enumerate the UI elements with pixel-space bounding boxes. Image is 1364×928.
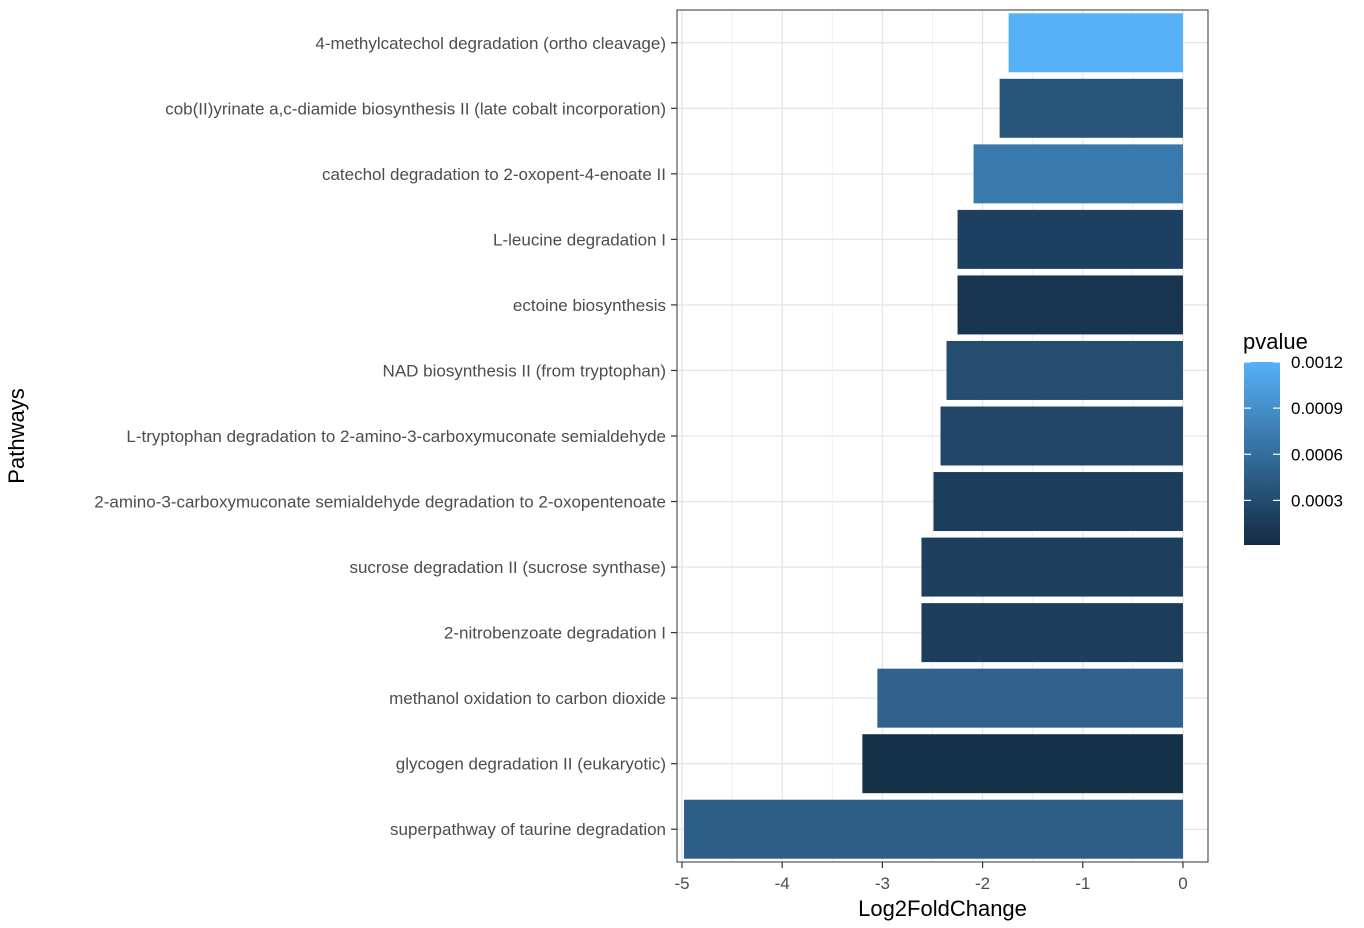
legend-title: pvalue — [1243, 329, 1308, 354]
bar — [921, 537, 1183, 597]
x-axis-title: Log2FoldChange — [858, 896, 1027, 921]
y-tick-label: superpathway of taurine degradation — [390, 820, 666, 839]
legend-ticks: 0.0003 0.0006 0.0009 0.0012 — [1244, 353, 1343, 510]
y-tick-label: glycogen degradation II (eukaryotic) — [396, 755, 666, 774]
y-tick-label: ectoine biosynthesis — [513, 296, 666, 315]
x-tick-label: -2 — [975, 874, 990, 893]
legend: pvalue 0.0003 0.0006 0.0009 0.0012 — [1243, 329, 1343, 545]
y-tick-label: L-leucine degradation I — [493, 230, 666, 249]
bar — [862, 734, 1183, 794]
legend-tick-label: 0.0009 — [1291, 399, 1343, 418]
y-tick-label: NAD biosynthesis II (from tryptophan) — [383, 361, 666, 380]
x-tick-label: -4 — [775, 874, 790, 893]
y-tick-label: 2-nitrobenzoate degradation I — [444, 624, 666, 643]
bar — [877, 668, 1183, 728]
legend-tick-label: 0.0006 — [1291, 445, 1343, 464]
y-tick-label: methanol oxidation to carbon dioxide — [389, 689, 666, 708]
y-axis-title: Pathways — [4, 388, 29, 483]
y-tick-label: cob(II)yrinate a,c-diamide biosynthesis … — [165, 99, 666, 118]
bar — [684, 799, 1183, 859]
bar — [921, 603, 1183, 663]
y-tick-label: 2-amino-3-carboxymuconate semialdehyde d… — [94, 493, 666, 512]
bar — [957, 275, 1183, 335]
bar — [940, 406, 1183, 466]
legend-colorbar — [1244, 362, 1280, 545]
bars-group — [684, 13, 1183, 859]
x-tick-label: -3 — [875, 874, 890, 893]
x-tick-label: -5 — [674, 874, 689, 893]
bar — [1008, 13, 1183, 73]
bar — [946, 340, 1183, 400]
y-tick-label: 4-methylcatechol degradation (ortho clea… — [315, 34, 666, 53]
y-axis: 4-methylcatechol degradation (ortho clea… — [94, 34, 677, 839]
y-tick-label: L-tryptophan degradation to 2-amino-3-ca… — [126, 427, 666, 446]
bar — [933, 472, 1183, 532]
bar — [973, 144, 1183, 204]
bar — [957, 209, 1183, 269]
legend-tick-label: 0.0012 — [1291, 353, 1343, 372]
y-tick-label: catechol degradation to 2-oxopent-4-enoa… — [322, 165, 666, 184]
x-tick-label: 0 — [1178, 874, 1187, 893]
x-tick-label: -1 — [1075, 874, 1090, 893]
x-axis: -5 -4 -3 -2 -1 0 — [674, 862, 1188, 893]
bar — [999, 78, 1183, 138]
y-tick-label: sucrose degradation II (sucrose synthase… — [349, 558, 666, 577]
legend-tick-label: 0.0003 — [1291, 491, 1343, 510]
